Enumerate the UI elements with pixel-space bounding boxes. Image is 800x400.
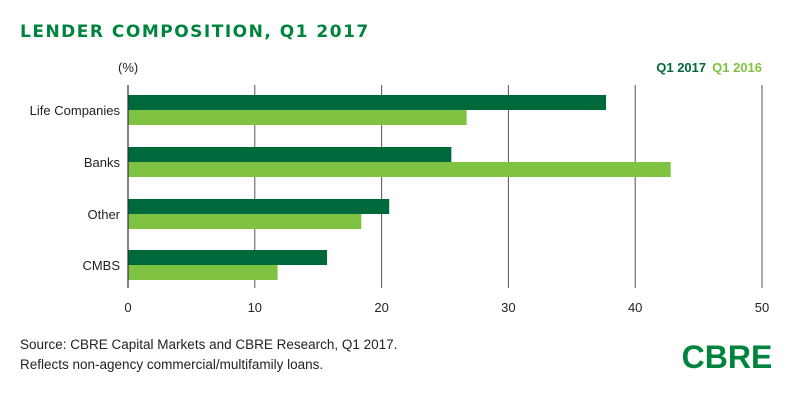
- x-tick-label: 50: [755, 300, 769, 315]
- bar-life-companies-q1-2016: [128, 110, 467, 125]
- bar-other-q1-2017: [128, 199, 390, 214]
- axes: 0 10 20 30 40 50 Life Companies Banks Other CMBS: [30, 85, 769, 315]
- logo-text: CBRE: [682, 340, 773, 374]
- source-line-1: Source: CBRE Capital Markets and CBRE Re…: [20, 337, 398, 352]
- source-line-2: Reflects non-agency commercial/multifami…: [20, 357, 324, 372]
- unit-label: (%): [118, 60, 138, 75]
- source-note: Source: CBRE Capital Markets and CBRE Re…: [20, 335, 397, 375]
- bar-other-q1-2016: [128, 214, 362, 229]
- bars: [128, 95, 671, 280]
- category-label: Other: [87, 207, 120, 222]
- category-label: Life Companies: [30, 103, 121, 118]
- legend-item-q1-2016: Q1 2016: [712, 60, 762, 75]
- bar-cmbs-q1-2016: [128, 265, 278, 280]
- x-tick-label: 10: [248, 300, 262, 315]
- legend: Q1 2016 Q1 2017: [656, 60, 762, 75]
- x-tick-label: 30: [501, 300, 515, 315]
- x-tick-label: 0: [124, 300, 131, 315]
- category-label: CMBS: [82, 258, 120, 273]
- bar-banks-q1-2017: [128, 147, 452, 162]
- category-label: Banks: [84, 155, 121, 170]
- bar-banks-q1-2016: [128, 162, 671, 177]
- legend-item-q1-2017: Q1 2017: [656, 60, 706, 75]
- x-tick-label: 20: [374, 300, 388, 315]
- x-tick-label: 40: [628, 300, 642, 315]
- cbre-logo: CBRE: [682, 340, 773, 374]
- chart-title: LENDER COMPOSITION, Q1 2017: [20, 22, 370, 42]
- bar-cmbs-q1-2017: [128, 250, 328, 265]
- bar-life-companies-q1-2017: [128, 95, 607, 110]
